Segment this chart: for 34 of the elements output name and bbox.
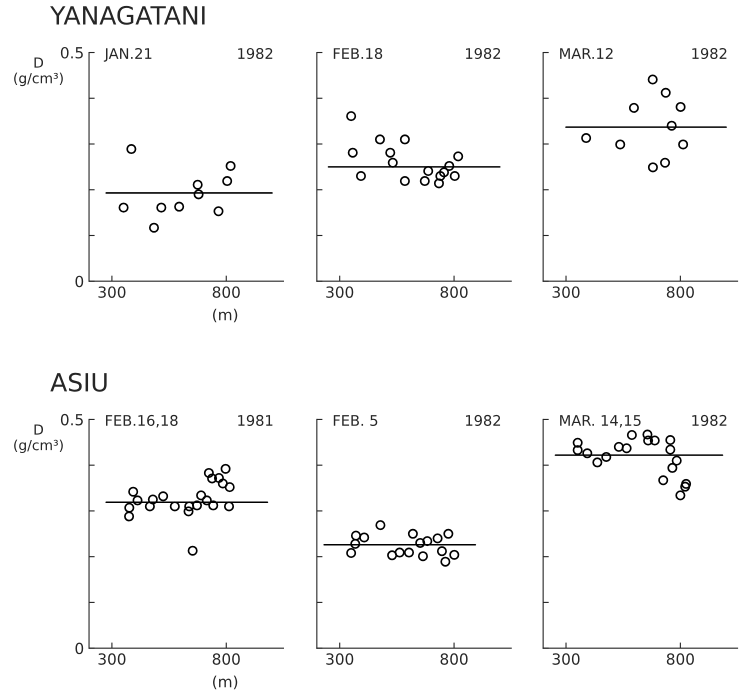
x-axis-title: (m)	[213, 676, 238, 690]
x-axis-title: (m)	[213, 308, 238, 322]
annotation: MAR. 14,15	[560, 415, 641, 428]
x-tick-label: 800	[212, 653, 240, 665]
y-tick-label: 0	[75, 642, 84, 654]
annotation: 1982	[466, 48, 500, 60]
x-tick-label: 300	[98, 286, 126, 298]
x-tick-label: 800	[440, 286, 468, 298]
chart-title: ASIU	[50, 372, 107, 392]
x-tick-label: 300	[98, 653, 126, 665]
y-axis-title: D (g/cm³)	[14, 58, 63, 86]
y-tick-label: 0	[75, 276, 84, 288]
chart-title: YANAGATANI	[50, 6, 205, 25]
y-axis-title: D (g/cm³)	[14, 424, 63, 454]
annotation: FEB.16,18	[106, 414, 178, 428]
x-tick-label: 800	[666, 286, 694, 298]
x-tick-label: 300	[326, 286, 354, 298]
y-tick-label: 0.5	[60, 414, 83, 426]
x-tick-label: 800	[212, 286, 240, 298]
x-tick-label: 800	[666, 653, 694, 665]
x-tick-label: 800	[440, 653, 468, 665]
x-tick-label: 300	[326, 653, 354, 665]
y-tick-label: 0.5	[60, 46, 83, 59]
x-tick-label: 300	[552, 653, 580, 665]
annotation: 1982	[238, 48, 272, 60]
annotation: 1982	[466, 414, 500, 426]
annotation: MAR.12	[560, 48, 613, 59]
annotation: 1982	[692, 414, 726, 426]
annotation: 1981	[238, 414, 272, 426]
annotation: FEB. 5	[334, 415, 378, 426]
x-tick-label: 300	[552, 286, 580, 298]
annotation: 1982	[692, 48, 726, 60]
annotation: FEB.18	[334, 48, 382, 60]
annotation: JAN.21	[104, 48, 152, 62]
